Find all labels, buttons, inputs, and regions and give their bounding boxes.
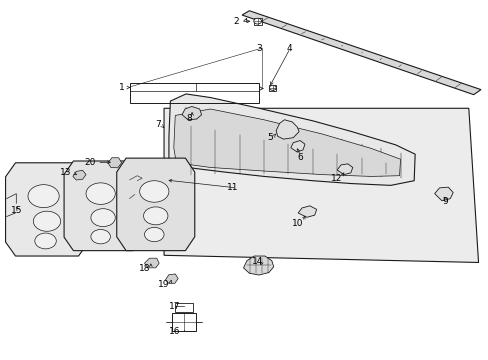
Circle shape: [28, 185, 59, 208]
Polygon shape: [182, 107, 201, 120]
Text: 12: 12: [330, 174, 341, 183]
Text: 16: 16: [168, 327, 180, 336]
Polygon shape: [73, 170, 86, 180]
Text: 10: 10: [291, 219, 303, 228]
Circle shape: [140, 181, 168, 202]
Polygon shape: [5, 163, 88, 256]
Circle shape: [253, 18, 261, 24]
Text: 20: 20: [84, 158, 96, 167]
Text: 15: 15: [11, 206, 23, 215]
Polygon shape: [168, 94, 414, 185]
Circle shape: [33, 211, 61, 231]
Polygon shape: [173, 109, 400, 176]
Polygon shape: [336, 164, 352, 175]
Polygon shape: [434, 187, 452, 201]
Text: 2: 2: [233, 17, 238, 26]
Text: 13: 13: [60, 168, 71, 177]
Circle shape: [144, 227, 163, 242]
Polygon shape: [163, 108, 478, 262]
Circle shape: [91, 229, 110, 244]
Polygon shape: [144, 258, 159, 268]
Polygon shape: [242, 11, 480, 95]
Polygon shape: [253, 18, 261, 25]
Text: 9: 9: [442, 197, 447, 206]
Text: 18: 18: [139, 265, 151, 274]
Polygon shape: [298, 206, 316, 217]
Text: 6: 6: [297, 153, 303, 162]
Polygon shape: [276, 120, 299, 139]
Text: 3: 3: [256, 44, 262, 53]
Polygon shape: [64, 161, 142, 251]
Circle shape: [91, 209, 115, 226]
Circle shape: [143, 207, 167, 225]
Text: 17: 17: [168, 302, 180, 311]
Polygon shape: [165, 274, 178, 283]
Circle shape: [269, 85, 276, 90]
Text: 1: 1: [119, 83, 125, 92]
Polygon shape: [117, 158, 194, 251]
Text: 5: 5: [266, 133, 272, 142]
Text: 11: 11: [227, 183, 238, 192]
Polygon shape: [108, 158, 122, 168]
Text: 4: 4: [286, 44, 292, 53]
Polygon shape: [269, 85, 276, 91]
Text: 14: 14: [251, 257, 263, 266]
Text: 8: 8: [186, 114, 191, 123]
Polygon shape: [243, 256, 273, 275]
Circle shape: [86, 183, 115, 204]
Text: 19: 19: [158, 280, 169, 289]
Text: 7: 7: [155, 120, 160, 129]
Circle shape: [35, 233, 56, 249]
Polygon shape: [290, 140, 305, 152]
